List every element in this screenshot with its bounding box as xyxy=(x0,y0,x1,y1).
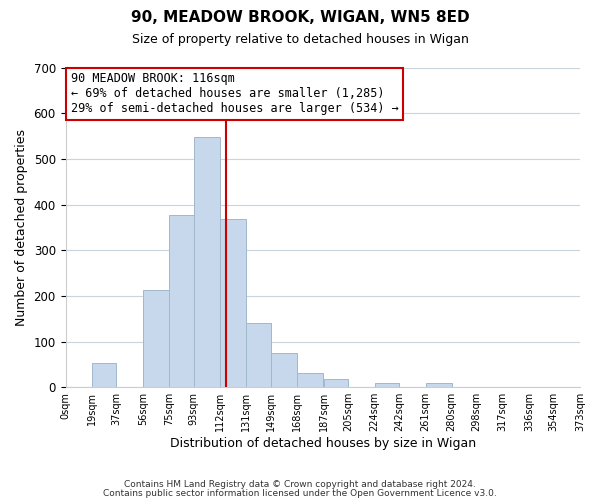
Bar xyxy=(194,138,220,387)
Text: 90 MEADOW BROOK: 116sqm
← 69% of detached houses are smaller (1,285)
29% of semi: 90 MEADOW BROOK: 116sqm ← 69% of detache… xyxy=(71,72,398,116)
Bar xyxy=(143,290,169,387)
Bar xyxy=(298,372,323,387)
Bar xyxy=(374,383,399,387)
X-axis label: Distribution of detached houses by size in Wigan: Distribution of detached houses by size … xyxy=(170,437,476,450)
Bar xyxy=(271,353,297,387)
Bar xyxy=(220,218,246,387)
Y-axis label: Number of detached properties: Number of detached properties xyxy=(15,129,28,326)
Bar xyxy=(426,383,452,387)
Text: 90, MEADOW BROOK, WIGAN, WN5 8ED: 90, MEADOW BROOK, WIGAN, WN5 8ED xyxy=(131,10,469,25)
Bar xyxy=(169,216,194,387)
Bar xyxy=(323,378,348,387)
Bar xyxy=(247,323,271,387)
Text: Contains HM Land Registry data © Crown copyright and database right 2024.: Contains HM Land Registry data © Crown c… xyxy=(124,480,476,489)
Text: Contains public sector information licensed under the Open Government Licence v3: Contains public sector information licen… xyxy=(103,488,497,498)
Text: Size of property relative to detached houses in Wigan: Size of property relative to detached ho… xyxy=(131,32,469,46)
Bar xyxy=(92,363,116,387)
